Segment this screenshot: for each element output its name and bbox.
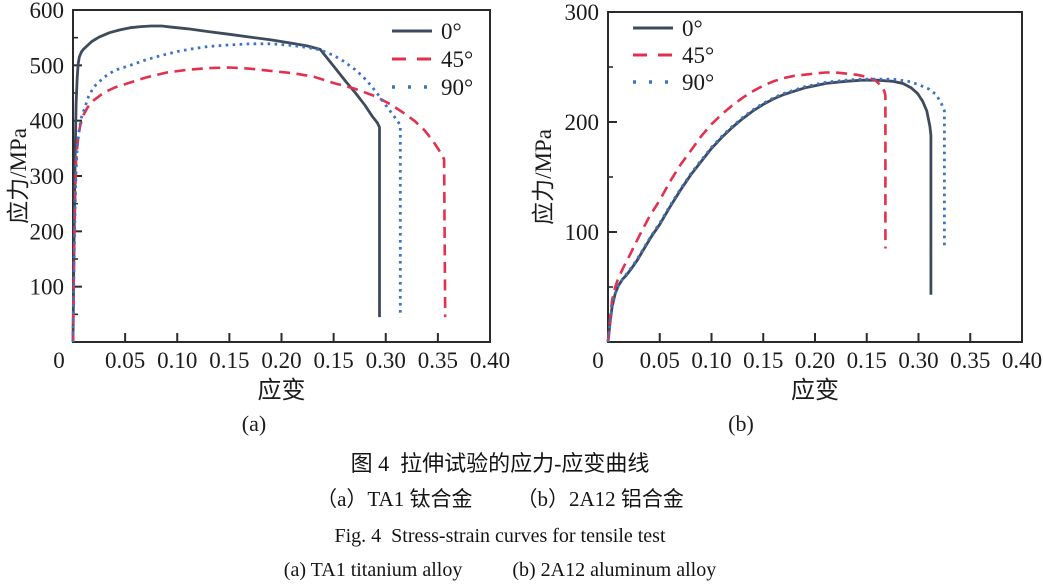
legend-label-45deg: 45°	[682, 43, 714, 68]
subplot-label: (b)	[728, 411, 754, 436]
x-axis-title: 应变	[258, 377, 306, 404]
plot-frame	[607, 11, 1023, 343]
x-tick-label: 0	[592, 348, 604, 373]
x-tick-label: 0.15	[209, 348, 249, 373]
caption-sub-zh-b: （b）2A12 铝合金	[516, 487, 684, 511]
x-tick-label: 0.05	[105, 348, 145, 373]
x-tick-label: 0.30	[898, 348, 938, 373]
y-axis-title: 应力/MPa	[531, 129, 556, 225]
caption-sub-en: (a) TA1 titanium alloy (b) 2A12 aluminum…	[284, 554, 716, 587]
chart-b-2a12-aluminum: 0 0.05 0.10 0.15 0.20 0.15 0.30 0.35 0.40 100 200 3…	[531, 0, 1042, 436]
legend-label-0deg: 0°	[682, 16, 703, 41]
x-tick-label: 0.15	[847, 348, 887, 373]
y-tick-label: 100	[565, 220, 600, 245]
caption-sub-zh-a: （a）TA1 钛合金	[316, 487, 473, 511]
figure-caption: 图 4 拉伸试验的应力-应变曲线 （a）TA1 钛合金 （b）2A12 铝合金 …	[0, 447, 1000, 587]
x-tick-label: 0.40	[470, 348, 510, 373]
x-tick-label: 0	[53, 348, 65, 373]
series-path-0deg	[71, 24, 381, 343]
legend-label-90deg: 90°	[682, 70, 714, 95]
caption-sub-en-a: (a) TA1 titanium alloy	[283, 559, 463, 581]
x-tick-label: 0.35	[418, 348, 458, 373]
legend-label-45deg: 45°	[441, 47, 473, 72]
subplot-label: (a)	[242, 411, 266, 436]
caption-sub-en-b: (b) 2A12 aluminum alloy	[512, 559, 717, 581]
x-tick-label: 0.10	[691, 348, 731, 373]
y-tick-label: 300	[565, 0, 600, 25]
x-tick-label: 0.30	[366, 348, 406, 373]
series-path-90deg	[71, 42, 402, 343]
x-tick-label: 0.40	[1002, 348, 1042, 373]
y-tick-label: 300	[30, 164, 65, 189]
x-tick-label: 0.20	[261, 348, 301, 373]
x-tick-label: 0.15	[743, 348, 783, 373]
x-tick-label: 0.10	[157, 348, 197, 373]
series-path-0deg	[606, 78, 933, 343]
y-tick-label: 200	[565, 110, 600, 135]
y-tick-label: 200	[30, 219, 65, 244]
series-path-45deg	[606, 71, 887, 343]
x-axis-title: 应变	[791, 377, 839, 404]
chart-a-ta1-titanium: 0 0.05 0.10 0.15 0.20 0.15 0.30 0.35 0.40 100 200 3…	[6, 0, 510, 436]
y-tick-label: 100	[30, 275, 65, 300]
y-tick-label: 600	[30, 0, 65, 23]
caption-title-en: Fig. 4 Stress-strain curves for tensile …	[334, 525, 666, 547]
series-path-45deg	[71, 66, 447, 343]
series-path-90deg	[606, 77, 946, 343]
y-tick-label: 500	[30, 53, 65, 78]
caption-title-zh: 图 4 拉伸试验的应力-应变曲线	[350, 451, 650, 476]
caption-sub-zh: （a）TA1 钛合金 （b）2A12 铝合金	[316, 481, 684, 518]
y-axis-title: 应力/MPa	[6, 128, 31, 224]
x-tick-label: 0.35	[950, 348, 990, 373]
legend-label-90deg: 90°	[441, 75, 473, 100]
x-tick-label: 0.20	[795, 348, 835, 373]
y-tick-label: 400	[30, 109, 65, 134]
x-tick-label: 0.05	[640, 348, 680, 373]
legend-label-0deg: 0°	[441, 19, 462, 44]
x-tick-label: 0.15	[314, 348, 354, 373]
